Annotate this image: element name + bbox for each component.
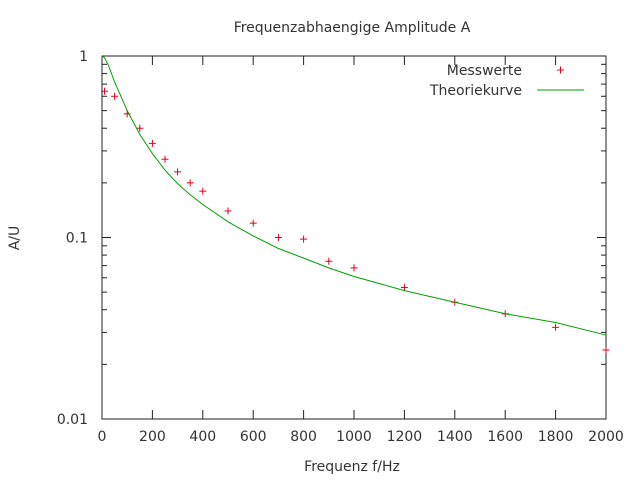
x-tick-label: 1800 <box>538 429 574 445</box>
series-line <box>101 55 607 336</box>
data-point <box>325 257 333 265</box>
data-point <box>199 187 207 195</box>
x-tick-label: 600 <box>240 429 267 445</box>
series-1 <box>101 55 607 336</box>
data-point <box>101 87 109 95</box>
y-tick-label: 1 <box>79 49 88 65</box>
data-point <box>400 284 408 292</box>
chart-title: Frequenzabhaengige Amplitude A <box>234 20 471 36</box>
y-tick-label: 0.1 <box>66 231 88 247</box>
y-tick-label: 0.01 <box>57 412 88 428</box>
data-point <box>224 207 232 215</box>
y-axis-label: A/U <box>7 226 23 251</box>
data-point <box>174 168 182 176</box>
data-point <box>186 179 194 187</box>
data-point <box>602 346 610 354</box>
x-axis-label: Frequenz f/Hz <box>304 459 400 475</box>
series-layer <box>101 55 610 354</box>
data-point <box>274 234 282 241</box>
plot-frame <box>101 55 607 420</box>
x-tick-label: 400 <box>189 429 216 445</box>
data-point <box>552 323 560 331</box>
x-tick-label: 1400 <box>437 429 473 445</box>
legend: Messwerte Theoriekurve <box>429 63 584 99</box>
data-point <box>161 155 169 163</box>
x-tick-label: 1600 <box>487 429 523 445</box>
legend-label: Theoriekurve <box>429 83 522 99</box>
axis-ticks <box>101 55 607 420</box>
y-tick-labels: 1 0.1 0.01 <box>57 49 88 428</box>
data-point <box>300 235 308 243</box>
x-tick-label: 1200 <box>387 429 423 445</box>
x-tick-label: 2000 <box>588 429 624 445</box>
x-tick-labels: 0 200 400 600 800 1000 1200 1400 1600 1800 2000 <box>98 429 624 445</box>
x-tick-label: 0 <box>98 429 107 445</box>
x-tick-label: 1000 <box>336 429 372 445</box>
x-tick-label: 800 <box>290 429 317 445</box>
x-tick-label: 200 <box>139 429 166 445</box>
data-point <box>148 139 156 147</box>
data-point <box>111 92 119 100</box>
data-point <box>249 219 257 227</box>
data-point <box>350 264 358 272</box>
data-point <box>136 124 144 132</box>
series-0 <box>101 87 610 354</box>
legend-label: Messwerte <box>447 63 522 79</box>
legend-swatch <box>557 66 564 74</box>
